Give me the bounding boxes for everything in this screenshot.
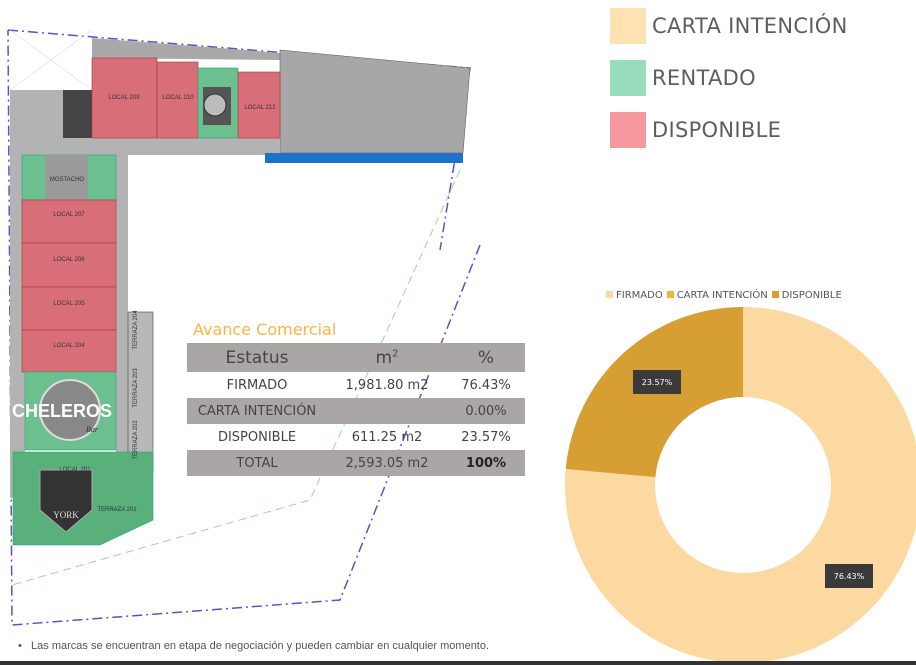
cell: 23.57%: [461, 429, 511, 445]
chart-legend: FIRMADO CARTA INTENCIÓN DISPONIBLE: [606, 290, 842, 301]
chart-legend-swatch: [666, 291, 674, 298]
chart-legend-label: FIRMADO: [616, 290, 663, 301]
header-estatus: Estatus: [187, 343, 327, 372]
legend-label: CARTA INTENCIÓN: [652, 14, 848, 38]
terraza-203-label: TERRAZA 203: [133, 368, 139, 408]
local-201-label: LOCAL 201: [59, 467, 91, 473]
status-table: Estatus m2 % FIRMADO 1,981.80 m2 76.43% CA…: [187, 343, 525, 476]
cell: 76.43%: [461, 377, 511, 393]
data-label-disponible: 23.57%: [633, 370, 681, 394]
local-205-label: LOCAL 205: [53, 301, 85, 307]
legend-swatch: [610, 112, 646, 148]
chart-legend-label: CARTA INTENCIÓN: [676, 290, 768, 301]
legend-rentado: RENTADO: [610, 60, 756, 96]
cell: [327, 398, 447, 424]
floor-plan: LOCAL 209 LOCAL 210 LOCAL 212 LOCAL 207 …: [7, 29, 481, 626]
chart-legend-carta: CARTA INTENCIÓN: [666, 290, 768, 301]
legend-label: RENTADO: [652, 66, 756, 90]
table-row: CARTA INTENCIÓN 0.00%: [187, 398, 525, 424]
local-206-label: LOCAL 206: [53, 257, 85, 263]
table-header-row: Estatus m2 %: [187, 343, 525, 372]
cell: 100%: [447, 450, 525, 476]
cell: 0.00%: [447, 398, 525, 424]
cell: 611.25 m2: [351, 429, 423, 445]
terraza-204-label: TERRAZA 204: [133, 310, 139, 350]
york-logo: YORK: [53, 510, 79, 520]
chart-legend-disponible: DISPONIBLE: [771, 290, 842, 301]
terraza-202-label: TERRAZA 202: [133, 420, 139, 460]
footnote: • Las marcas se encuentran en etapa de n…: [18, 640, 490, 652]
mostacho-logo: MOSTACHO: [50, 177, 85, 183]
chart-legend-swatch: [606, 291, 613, 298]
local-212-label: LOCAL 212: [244, 105, 276, 111]
data-label-text: 23.57%: [642, 378, 673, 387]
data-label-text: 76.43%: [834, 572, 865, 581]
chart-legend-firmado: FIRMADO: [606, 290, 663, 301]
data-label-box: [633, 370, 681, 394]
legend-label: DISPONIBLE: [652, 118, 782, 142]
legend-swatch: [610, 60, 646, 96]
local-207-label: LOCAL 207: [53, 212, 85, 218]
legend-swatch: [610, 8, 646, 44]
terraza-201-label: TERRAZA 201: [97, 507, 137, 513]
local-204-label: LOCAL 204: [53, 343, 85, 349]
cell: TOTAL: [187, 450, 327, 476]
table-row-total: TOTAL 2,593.05 m2 100%: [187, 450, 525, 476]
header-m2-unit: m: [375, 347, 393, 368]
cheleros-bar-text: Bar: [86, 425, 99, 434]
legend-disponible: DISPONIBLE: [610, 112, 781, 148]
legend-carta-intencion: CARTA INTENCIÓN: [610, 8, 848, 44]
header-m2-superscript: 2: [392, 347, 399, 359]
table-row: FIRMADO 1,981.80 m2 76.43%: [187, 372, 525, 398]
local-209-label: LOCAL 209: [108, 95, 140, 101]
bottom-bar: [0, 661, 916, 665]
header-percent: %: [447, 343, 525, 372]
cell: 1,981.80 m2: [345, 377, 429, 393]
local-210-label: LOCAL 210: [162, 95, 194, 101]
cell: DISPONIBLE: [217, 429, 297, 445]
table-row: DISPONIBLE 611.25 m2 23.57%: [187, 424, 525, 450]
chart-legend-label: DISPONIBLE: [781, 290, 842, 301]
table-title: Avance Comercial: [193, 320, 337, 339]
cell: FIRMADO: [226, 377, 288, 393]
cell: CARTA INTENCIÓN: [187, 398, 327, 424]
data-label-firmado: 76.43%: [825, 564, 873, 588]
cheleros-logo: CHELEROS: [12, 401, 112, 421]
header-m2: m2: [327, 343, 447, 372]
chart-legend-swatch: [771, 291, 779, 298]
cell: 2,593.05 m2: [327, 450, 447, 476]
footnote-text: Las marcas se encuentran en etapa de neg…: [31, 640, 490, 652]
data-label-box: [825, 564, 873, 588]
